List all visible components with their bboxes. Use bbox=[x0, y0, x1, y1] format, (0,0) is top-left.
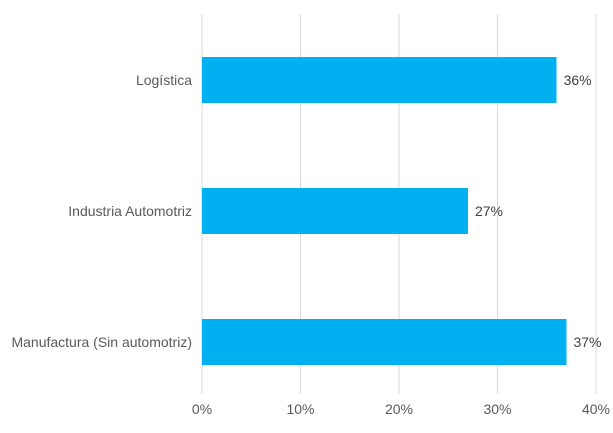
bar-1 bbox=[202, 188, 468, 234]
x-tick-label-1: 10% bbox=[286, 401, 314, 417]
category-label-1: Industria Automotriz bbox=[68, 203, 192, 219]
x-tick-label-0: 0% bbox=[192, 401, 212, 417]
value-label-1: 27% bbox=[475, 203, 503, 219]
bar-0 bbox=[202, 57, 557, 103]
x-tick-label-3: 30% bbox=[483, 401, 511, 417]
value-label-2: 37% bbox=[573, 334, 601, 350]
x-tick-label-4: 40% bbox=[582, 401, 610, 417]
x-tick-label-2: 20% bbox=[385, 401, 413, 417]
category-label-2: Manufactura (Sin automotriz) bbox=[11, 334, 192, 350]
category-label-0: Logística bbox=[136, 72, 192, 88]
value-label-0: 36% bbox=[564, 72, 592, 88]
bar-2 bbox=[202, 319, 567, 365]
